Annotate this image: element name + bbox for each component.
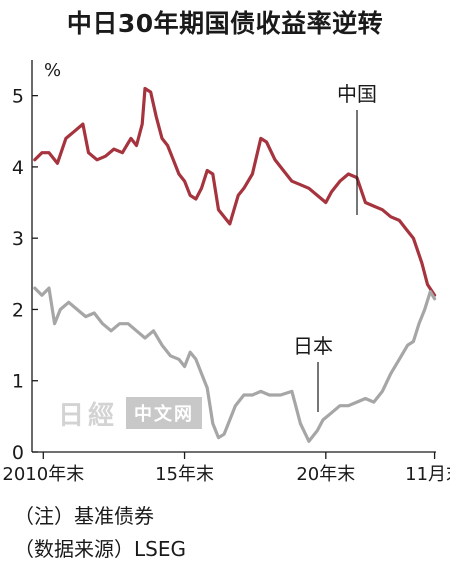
series-label-japan: 日本 [293,334,333,358]
y-tick-label: 4 [12,157,24,179]
y-tick-label: 2 [12,299,24,321]
x-tick-label: 20年末 [296,464,355,485]
x-tick-label: 2010年末 [2,464,84,485]
watermark-logo: 日經 [58,400,119,431]
y-tick-label: 3 [12,228,24,250]
watermark-box: 中文网 [126,397,203,429]
watermark: 日經 中文网 [58,397,203,431]
note-text: （注）基准债券 [14,504,154,528]
series-lines [33,86,437,443]
series-label-china: 中国 [337,82,377,106]
x-tick-label: 15年末 [155,464,214,485]
y-tick-label: 0 [12,442,24,464]
series-line-china [33,86,437,297]
series-line-japan [33,286,437,443]
y-tick-label: 1 [12,371,24,393]
y-unit-label: % [44,60,61,81]
x-axis: 2010年末 15年末 20年末 11月末 [2,451,450,485]
y-axis: 0 1 2 3 4 5 [12,60,38,464]
notes: （注）基准债券 （数据来源）LSEG [14,500,186,566]
x-tick-label: 11月末 [405,464,450,485]
y-tick-label: 5 [12,86,24,108]
chart-title: 中日30年期国债收益率逆转 [66,9,384,38]
source-text: （数据来源）LSEG [14,537,186,561]
